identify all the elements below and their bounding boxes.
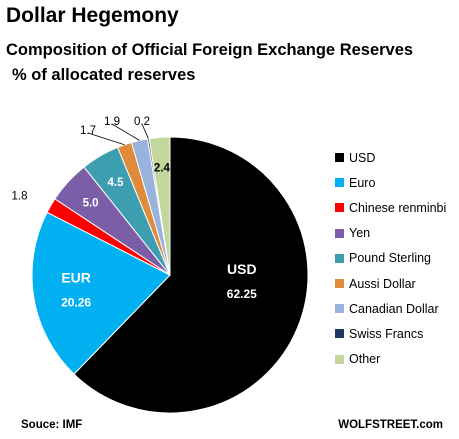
leader-line-swiss-francs bbox=[141, 123, 149, 139]
legend-item-pound-sterling: Pound Sterling bbox=[335, 246, 446, 271]
legend-label: Canadian Dollar bbox=[349, 301, 439, 316]
slice-value-label-chinese-renminbi: 1.8 bbox=[12, 190, 28, 202]
leader-line-canadian-dollar bbox=[111, 123, 140, 141]
legend-swatch bbox=[335, 253, 344, 263]
slice-value-label-aussi-dollar: 1.7 bbox=[80, 125, 96, 137]
legend-item-other: Other bbox=[335, 347, 446, 372]
credit-note: WOLFSTREET.com bbox=[338, 419, 443, 431]
slice-value-label-swiss-francs: 0.2 bbox=[134, 116, 150, 128]
chart-unit: % of allocated reserves bbox=[12, 66, 196, 84]
legend-swatch bbox=[335, 279, 344, 289]
legend-label: Chinese renminbi bbox=[349, 200, 447, 215]
legend-swatch bbox=[335, 228, 344, 238]
pie-slice-euro bbox=[31, 211, 171, 375]
slice-value-label-pound-sterling: 4.5 bbox=[108, 177, 125, 189]
legend-label: Pound Sterling bbox=[349, 251, 432, 266]
legend-item-swiss-francs: Swiss Francs bbox=[335, 321, 446, 346]
chart-subtitle: Composition of Official Foreign Exchange… bbox=[6, 41, 414, 59]
pie-slice-usd bbox=[73, 136, 309, 414]
pie-slice-other bbox=[148, 136, 171, 276]
legend-swatch bbox=[335, 178, 344, 188]
legend-item-yen: Yen bbox=[335, 221, 446, 246]
legend-swatch bbox=[335, 329, 344, 339]
legend-item-usd: USD bbox=[335, 145, 446, 170]
slice-value-label-euro: 20.26 bbox=[61, 296, 91, 310]
legend-label: Swiss Francs bbox=[349, 326, 424, 341]
slice-name-label-euro: EUR bbox=[61, 270, 91, 286]
slice-value-label-canadian-dollar: 1.9 bbox=[104, 116, 120, 128]
legend-item-aussi-dollar: Aussi Dollar bbox=[335, 271, 446, 296]
legend-swatch bbox=[335, 203, 344, 213]
legend-label: Yen bbox=[349, 226, 371, 241]
legend-swatch bbox=[335, 354, 344, 364]
legend-item-canadian-dollar: Canadian Dollar bbox=[335, 296, 446, 321]
legend-label: Aussi Dollar bbox=[349, 276, 416, 291]
slice-name-label-usd: USD bbox=[227, 261, 257, 277]
legend-swatch bbox=[335, 304, 344, 314]
leader-line-aussi-dollar bbox=[87, 132, 125, 146]
legend-label: USD bbox=[349, 150, 376, 165]
chart-legend: USD Euro Chinese renminbi Yen Pound Sterling… bbox=[335, 145, 446, 372]
legend-item-chinese-renminbi: Chinese renminbi bbox=[335, 195, 446, 220]
slice-value-label-yen: 5.0 bbox=[83, 197, 99, 209]
legend-item-euro: Euro bbox=[335, 170, 446, 195]
chart-title: Dollar Hegemony bbox=[6, 4, 179, 27]
slice-value-label-other: 2.4 bbox=[154, 163, 171, 175]
legend-label: Other bbox=[349, 352, 381, 367]
legend-swatch bbox=[335, 153, 344, 163]
legend-label: Euro bbox=[349, 175, 376, 190]
source-note: Souce: IMF bbox=[21, 419, 83, 431]
slice-value-label-usd: 62.25 bbox=[227, 287, 257, 301]
